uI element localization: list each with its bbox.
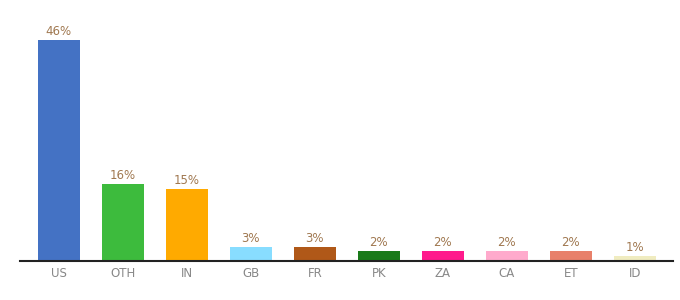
Bar xyxy=(550,251,592,261)
Text: 16%: 16% xyxy=(109,169,136,182)
Bar xyxy=(486,251,528,261)
Bar xyxy=(38,40,80,261)
Text: 2%: 2% xyxy=(562,236,580,250)
Text: 3%: 3% xyxy=(305,232,324,245)
Bar xyxy=(166,189,207,261)
Bar xyxy=(102,184,143,261)
Text: 46%: 46% xyxy=(46,25,72,38)
Bar xyxy=(358,251,400,261)
Text: 2%: 2% xyxy=(369,236,388,250)
Text: 1%: 1% xyxy=(626,241,644,254)
Text: 2%: 2% xyxy=(498,236,516,250)
Bar xyxy=(422,251,464,261)
Bar xyxy=(614,256,656,261)
Text: 2%: 2% xyxy=(433,236,452,250)
Bar xyxy=(294,247,336,261)
Text: 3%: 3% xyxy=(241,232,260,245)
Text: 15%: 15% xyxy=(174,174,200,187)
Bar xyxy=(230,247,271,261)
